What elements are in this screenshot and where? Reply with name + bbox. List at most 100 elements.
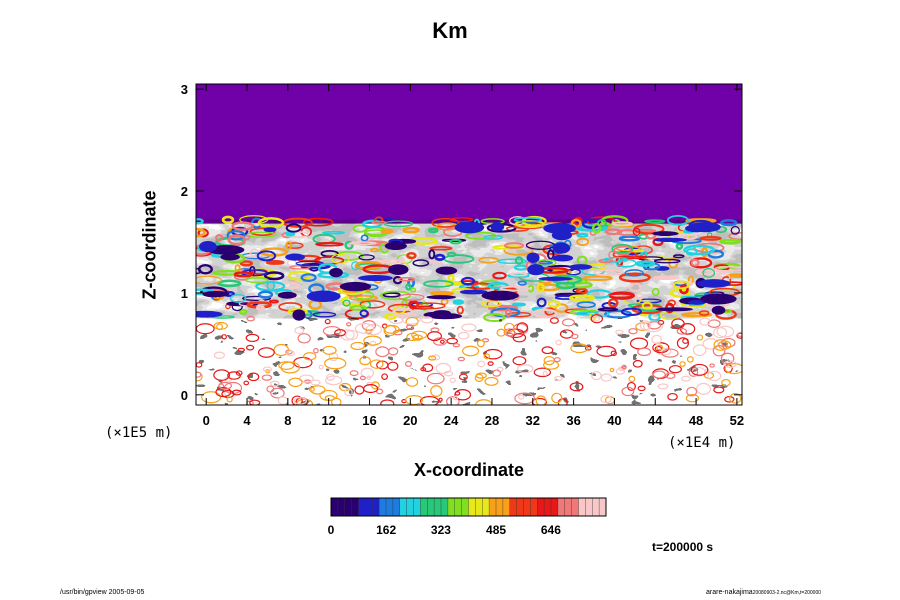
speckle [196, 371, 202, 378]
speckle [615, 367, 625, 375]
speckle [652, 370, 666, 379]
contour-blob [288, 270, 312, 281]
contour-blob [618, 235, 641, 242]
contour-blob [576, 301, 596, 309]
speckle [246, 315, 255, 322]
contour-blob [536, 258, 557, 267]
speckle [310, 385, 326, 395]
speckle [584, 345, 592, 351]
contour-blob [596, 218, 607, 228]
speckle [201, 391, 222, 404]
contour-blob [217, 279, 242, 288]
contour-blob [698, 310, 710, 316]
speckle [438, 397, 443, 402]
contour-blob [447, 273, 455, 283]
speckle [667, 392, 678, 401]
contour-core [568, 264, 593, 270]
contour-blob [635, 260, 656, 267]
contour-core [688, 299, 706, 305]
speckle [533, 367, 552, 378]
contour-blob [444, 281, 465, 286]
contour-blob [249, 227, 276, 237]
speckle [721, 337, 736, 348]
colorbar-swatch [544, 498, 552, 516]
contour-blob [239, 215, 269, 225]
speckle [656, 344, 664, 351]
colorbar-swatch [447, 498, 456, 516]
speckle [512, 356, 527, 366]
contour-blob [487, 304, 519, 312]
contour-blob [675, 242, 684, 250]
contour-blob [238, 308, 248, 315]
speckle [405, 377, 419, 387]
speckle [592, 315, 600, 322]
speckle [308, 386, 315, 392]
speckle [392, 329, 403, 336]
speckle [610, 350, 617, 357]
speckle [637, 385, 646, 392]
x-tick-label: 32 [526, 413, 540, 428]
contour-blob [360, 234, 369, 242]
contour-blob [576, 232, 589, 238]
speckle [324, 395, 335, 401]
speckle [541, 346, 554, 355]
y-axis: 0 1 2 3 [181, 82, 742, 403]
speckle [278, 361, 295, 370]
footer-left: /usr/bin/gpview 2005-09-05 [60, 589, 145, 596]
lower-zone [196, 313, 742, 405]
contour-blob [197, 264, 213, 275]
contour-blob [459, 289, 488, 295]
speckle [366, 381, 373, 387]
colorbar-swatch [509, 498, 518, 516]
speckle [454, 389, 472, 401]
speckle [665, 372, 676, 380]
colorbar-swatch [551, 498, 559, 516]
speckle [628, 375, 636, 383]
speckle [723, 360, 737, 368]
contour-blob [231, 221, 254, 231]
speckle [699, 317, 711, 326]
contour-blob [672, 254, 685, 259]
colorbar-swatch [585, 498, 593, 516]
speckle [213, 369, 231, 381]
speckle [720, 352, 735, 365]
speckle [218, 381, 233, 390]
speckle [621, 386, 635, 397]
contour-blob [431, 217, 460, 228]
speckle [324, 318, 331, 325]
speckle [375, 346, 390, 358]
colorbar-swatch [516, 498, 524, 516]
contour-blob [554, 295, 576, 300]
speckle [476, 339, 485, 348]
speckle [213, 351, 225, 360]
colorbar-swatch [337, 498, 346, 516]
speckle [570, 343, 589, 354]
contour-blob [504, 308, 512, 318]
contour-blob [382, 292, 401, 298]
contour-blob [265, 260, 285, 265]
contour-core [551, 254, 574, 262]
speckle [518, 394, 525, 400]
colorbar-swatch [475, 498, 483, 516]
speckle [535, 395, 547, 405]
contour-blob [628, 282, 642, 293]
speckle [696, 334, 704, 341]
speckle [269, 380, 280, 387]
speckle [651, 334, 662, 344]
contour-blob [607, 298, 619, 308]
speckle [554, 375, 563, 381]
contour-blob [591, 222, 602, 234]
contour-blob [239, 260, 254, 267]
speckle [257, 347, 275, 358]
speckle [446, 337, 458, 345]
contour-blob [429, 246, 453, 251]
contour-blob [315, 242, 344, 247]
contour-blob [609, 291, 635, 300]
contour-core [329, 267, 343, 278]
speckle [369, 340, 377, 347]
speckle [310, 379, 321, 386]
speckle [632, 359, 643, 368]
contour-blob [576, 237, 590, 247]
speckle [363, 384, 379, 394]
speckle [702, 338, 719, 350]
